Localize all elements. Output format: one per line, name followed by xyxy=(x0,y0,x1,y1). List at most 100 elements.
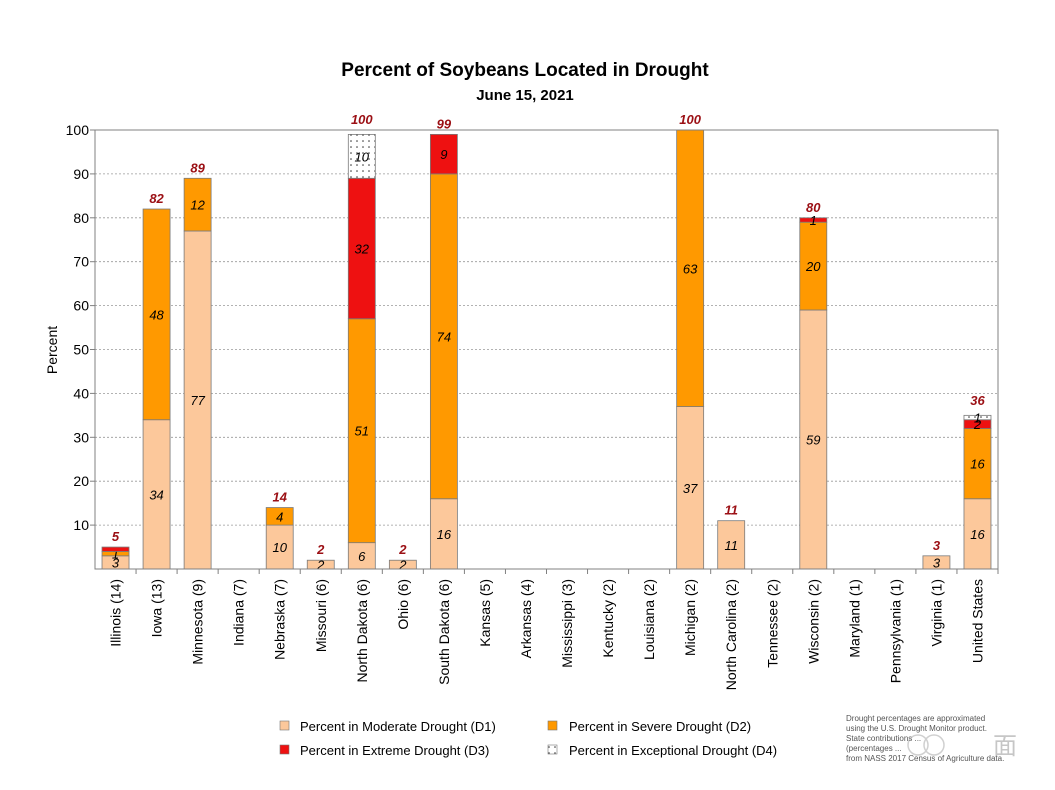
plot-frame xyxy=(94,129,999,570)
legend-label-d4: Percent in Exceptional Drought (D4) xyxy=(569,743,777,758)
data-label: 10 xyxy=(272,540,287,555)
bar-segment xyxy=(676,129,705,407)
source-note: Drought percentages are approximated usi… xyxy=(846,714,1004,763)
bar-segment xyxy=(799,217,828,223)
x-tick-label: Wisconsin (2) xyxy=(805,579,821,664)
x-tick-label: Indiana (7) xyxy=(231,579,247,646)
y-tick-label: 20 xyxy=(73,473,89,489)
bar-segment xyxy=(963,498,992,570)
legend-label-d3: Percent in Extreme Drought (D3) xyxy=(300,743,489,758)
total-label: 99 xyxy=(437,116,452,131)
bar-segment xyxy=(429,133,458,175)
x-axis-ticks: Illinois (14) Iowa (13) Minnesota (9) India… xyxy=(108,569,999,690)
bar-segment xyxy=(963,414,992,421)
y-axis-ticks: 10 20 30 40 50 60 70 80 90 100 xyxy=(66,122,95,533)
total-label: 100 xyxy=(351,112,373,127)
legend-label-d1: Percent in Moderate Drought (D1) xyxy=(300,719,496,734)
legend-swatch-d4 xyxy=(547,744,558,755)
total-label: 2 xyxy=(316,542,325,557)
x-tick-label: Kentucky (2) xyxy=(600,579,616,658)
data-label: 10 xyxy=(355,149,370,164)
y-tick-label: 80 xyxy=(73,210,89,226)
data-label: 1 xyxy=(974,411,981,426)
x-tick-label: North Dakota (6) xyxy=(354,579,370,682)
total-label: 80 xyxy=(806,200,821,215)
data-label: 9 xyxy=(440,147,447,162)
bar-segment xyxy=(101,546,130,552)
bar-segment xyxy=(429,173,458,500)
total-label: 36 xyxy=(970,393,985,408)
x-tick-label: Virginia (1) xyxy=(928,579,944,646)
bar-segment xyxy=(347,177,376,320)
y-tick-label: 10 xyxy=(73,517,89,533)
data-label: 12 xyxy=(190,198,205,213)
watermark-text: 面 xyxy=(993,733,1017,760)
y-tick-label: 90 xyxy=(73,166,89,182)
data-label: 16 xyxy=(970,527,985,542)
bar-segment xyxy=(347,318,376,544)
chart-title: Percent of Soybeans Located in Drought xyxy=(341,60,709,81)
x-tick-label: Minnesota (9) xyxy=(190,579,206,665)
x-tick-label: Pennsylvania (1) xyxy=(887,579,903,683)
x-tick-label: Missouri (6) xyxy=(313,579,329,652)
data-label: 2 xyxy=(398,558,407,573)
x-tick-label: Iowa (13) xyxy=(149,579,165,637)
y-tick-label: 100 xyxy=(66,122,90,138)
x-tick-label: Nebraska (7) xyxy=(272,579,288,660)
data-label: 4 xyxy=(276,509,283,524)
x-tick-label: Michigan (2) xyxy=(682,579,698,656)
data-label: 32 xyxy=(355,242,370,257)
bar-segment xyxy=(676,406,705,570)
total-label: 3 xyxy=(933,538,941,553)
x-tick-label: United States xyxy=(969,579,985,663)
x-tick-label: Maryland (1) xyxy=(846,579,862,658)
x-tick-label: Ohio (6) xyxy=(395,579,411,630)
svg-text:State contributions ...: State contributions ... xyxy=(846,734,921,743)
legend: Percent in Moderate Drought (D1) Percent… xyxy=(279,719,777,758)
data-label: 37 xyxy=(683,481,698,496)
total-label: 89 xyxy=(190,160,205,175)
x-tick-label: North Carolina (2) xyxy=(723,579,739,690)
y-axis-label: Percent xyxy=(44,326,60,374)
data-label: 1 xyxy=(810,213,817,228)
data-label: 34 xyxy=(149,487,163,502)
y-tick-label: 70 xyxy=(73,254,89,270)
y-tick-label: 40 xyxy=(73,385,89,401)
bar-segment xyxy=(183,177,212,232)
legend-swatch-d2 xyxy=(547,720,558,731)
data-label: 63 xyxy=(683,261,698,276)
data-label: 16 xyxy=(437,527,452,542)
data-label: 1 xyxy=(112,547,119,562)
x-tick-label: Mississippi (3) xyxy=(559,579,575,668)
svg-text:using the U.S. Drought Monitor: using the U.S. Drought Monitor product. xyxy=(846,724,987,733)
legend-label-d2: Percent in Severe Drought (D2) xyxy=(569,719,751,734)
data-label: 48 xyxy=(149,307,164,322)
y-tick-label: 60 xyxy=(73,298,89,314)
total-label: 11 xyxy=(724,503,738,518)
x-tick-label: Illinois (14) xyxy=(108,579,124,647)
bar-segment xyxy=(429,498,458,570)
x-tick-label: Kansas (5) xyxy=(477,579,493,647)
watermark: 面 xyxy=(907,733,1017,760)
bar-segment xyxy=(799,221,828,311)
bar-segment xyxy=(142,208,171,421)
total-label: 100 xyxy=(679,112,701,127)
total-label: 14 xyxy=(272,490,287,505)
y-tick-label: 50 xyxy=(73,342,89,358)
data-label: 6 xyxy=(358,549,366,564)
data-label: 2 xyxy=(316,558,325,573)
total-label: 5 xyxy=(112,529,120,544)
data-label: 16 xyxy=(970,457,985,472)
data-label: 2 xyxy=(973,417,982,432)
x-tick-label: Louisiana (2) xyxy=(641,579,657,660)
x-tick-label: Tennessee (2) xyxy=(764,579,780,668)
bar-segment xyxy=(717,520,746,570)
data-label: 51 xyxy=(355,424,369,439)
data-label: 59 xyxy=(806,432,820,447)
chart-subtitle: June 15, 2021 xyxy=(476,87,574,104)
data-label: 77 xyxy=(190,393,205,408)
bar-segment xyxy=(265,507,294,526)
total-label: 2 xyxy=(398,542,407,557)
